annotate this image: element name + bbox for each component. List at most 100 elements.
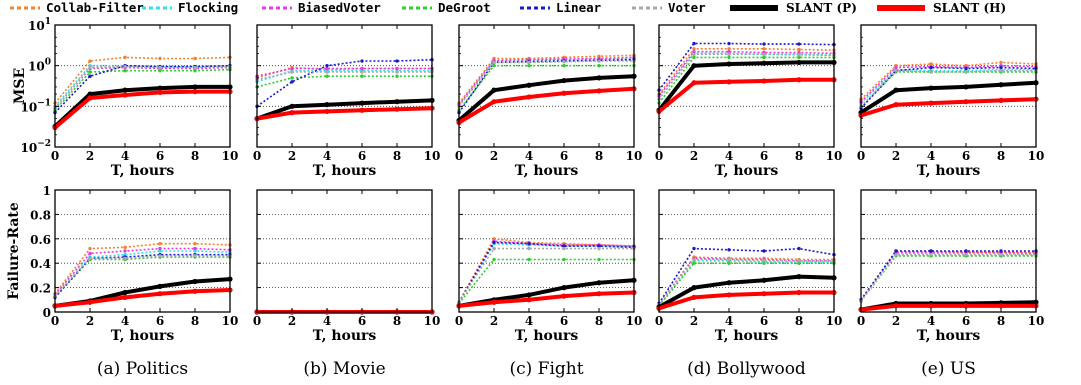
y-tick-exponent: 0 [45, 58, 51, 68]
data-point [158, 65, 162, 70]
data-point [797, 53, 801, 57]
series-slant-h- [52, 287, 233, 309]
data-point [395, 66, 399, 71]
data-point [561, 77, 567, 84]
data-point [963, 303, 969, 309]
x-axis-label: T, hours [715, 328, 779, 344]
data-point [561, 285, 567, 291]
data-point [597, 59, 601, 63]
x-tick-label: 2 [288, 149, 296, 163]
x-tick-label: 2 [892, 149, 900, 163]
data-point [561, 90, 567, 96]
y-tick-base: 10 [28, 19, 45, 33]
series-line [860, 61, 1037, 100]
y-tick-label: 0.2 [30, 282, 51, 296]
series-collab-filter [53, 55, 232, 105]
data-point [762, 42, 766, 46]
data-point [289, 103, 295, 109]
data-point [762, 55, 766, 60]
data-point [964, 66, 968, 71]
series-line [458, 258, 634, 304]
data-point [527, 241, 531, 246]
data-point [596, 88, 602, 94]
data-point [727, 47, 731, 51]
data-point [692, 55, 696, 60]
data-point [596, 280, 602, 286]
plot-frame [658, 189, 835, 313]
data-point [762, 261, 766, 265]
data-point [290, 70, 294, 74]
series-line [256, 69, 432, 83]
data-point [394, 99, 400, 105]
data-point [122, 92, 128, 98]
legend-label: SLANT (P) [786, 1, 857, 15]
data-point [123, 245, 127, 250]
y-tick-label: 0 [43, 306, 51, 320]
data-point [726, 292, 732, 298]
data-point [158, 56, 162, 61]
x-axis-label: T, hours [313, 328, 377, 344]
series-line [256, 75, 432, 88]
subplot-caption: (a) Politics [97, 359, 188, 379]
x-tick-label: 2 [288, 314, 296, 328]
data-point [761, 277, 767, 283]
data-point [158, 249, 162, 253]
data-point [761, 60, 767, 66]
x-tick-label: 10 [826, 149, 843, 163]
series-voter [255, 70, 434, 82]
data-point [87, 299, 93, 305]
data-point [325, 66, 329, 71]
x-tick-label: 4 [725, 149, 733, 163]
subplot-b-mse: 0 2 4 6 8 10 T, hours (b) Movie [253, 24, 440, 379]
subplot-e-failure-rate: 0 2 4 6 8 10 T, hours [857, 189, 1044, 344]
series-line [859, 80, 1037, 115]
data-point [691, 80, 697, 86]
series-line [458, 54, 635, 104]
data-point [762, 52, 766, 57]
series-linear [255, 58, 434, 109]
data-point [999, 252, 1003, 257]
data-point [526, 94, 532, 100]
x-tick-label: 6 [962, 314, 970, 328]
data-point [87, 91, 93, 97]
series-line [658, 259, 834, 306]
data-point [596, 291, 602, 297]
data-point [192, 278, 198, 285]
data-point [692, 47, 696, 51]
series-line [860, 250, 1036, 301]
series-collab-filter [859, 249, 1038, 302]
data-point [894, 69, 898, 73]
data-point [527, 63, 531, 68]
data-point [797, 55, 801, 60]
data-point [692, 41, 696, 46]
data-point [597, 63, 601, 68]
data-point [193, 249, 197, 253]
series-line [860, 303, 1036, 312]
data-point [88, 246, 92, 251]
x-tick-label: 6 [156, 314, 164, 328]
x-tick-label: 8 [191, 149, 199, 163]
data-point [192, 89, 198, 95]
data-point [324, 102, 330, 108]
data-point [562, 60, 566, 64]
series-line [256, 98, 433, 121]
series-line [54, 64, 231, 114]
data-point [929, 70, 933, 74]
data-point [964, 70, 968, 74]
series-slant-h- [858, 96, 1039, 118]
data-point [123, 55, 127, 60]
legend-label: Collab-Filter [46, 0, 144, 15]
x-tick-label: 2 [690, 149, 698, 163]
x-tick-label: 10 [222, 149, 239, 163]
series-line [256, 106, 433, 121]
x-tick-label: 2 [690, 314, 698, 328]
data-point [192, 84, 198, 90]
data-point [193, 65, 197, 70]
x-tick-label: 8 [795, 149, 803, 163]
data-point [360, 70, 364, 74]
x-tick-label: 2 [490, 314, 498, 328]
data-point [692, 257, 696, 262]
series-line [54, 64, 231, 107]
data-point [157, 283, 163, 289]
